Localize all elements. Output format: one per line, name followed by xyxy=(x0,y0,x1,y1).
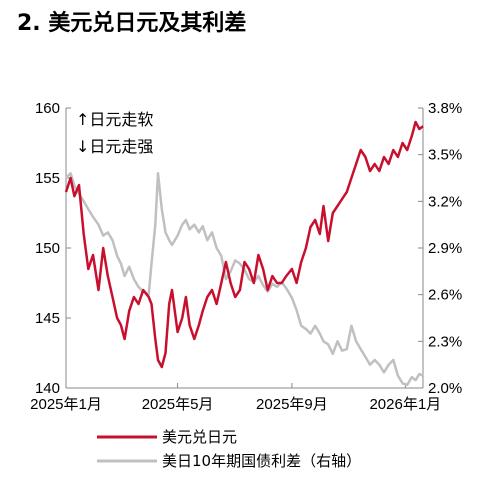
right-axis-ticks: 3.8% 3.5% 3.2% 2.9% 2.6% 2.3% 2.0% xyxy=(418,100,462,397)
right-tick-label: 2.0% xyxy=(428,380,462,397)
usdjpy-series-line xyxy=(64,120,424,369)
left-axis-ticks: 160 155 150 145 140 xyxy=(35,100,71,397)
annotation-yen-stronger: ↓日元走强 xyxy=(76,137,153,156)
left-tick-label: 150 xyxy=(35,240,60,257)
x-tick-label: 2025年9月 xyxy=(256,396,328,413)
annotation-yen-weaker: ↑日元走软 xyxy=(76,110,153,129)
spread-series-line xyxy=(65,172,424,387)
right-tick-label: 3.8% xyxy=(428,100,462,117)
right-tick-label: 3.5% xyxy=(428,147,462,164)
left-tick-label: 160 xyxy=(35,100,60,117)
right-tick-label: 2.9% xyxy=(428,240,462,257)
left-tick-label: 155 xyxy=(35,170,60,187)
left-tick-label: 145 xyxy=(35,310,60,327)
legend: 美元兑日元 美日10年期国债利差（右轴） xyxy=(97,428,361,470)
x-tick-label: 2025年5月 xyxy=(142,396,214,413)
legend-label-usdjpy: 美元兑日元 xyxy=(162,428,237,446)
right-tick-label: 2.3% xyxy=(428,333,462,350)
x-axis-ticks: 2025年1月 2025年5月 2025年9月 2026年1月 xyxy=(30,383,441,413)
plot-area: 160 155 150 145 140 3.8% 3.5% 3.2% 2.9% 2.6% 2.3%… xyxy=(30,100,462,413)
legend-label-spread: 美日10年期国债利差（右轴） xyxy=(162,452,361,470)
chart-title: 2. 美元兑日元及其利差 xyxy=(17,11,247,36)
x-tick-label: 2025年1月 xyxy=(30,396,102,413)
right-tick-label: 3.2% xyxy=(428,193,462,210)
left-tick-label: 140 xyxy=(35,380,60,397)
x-tick-label: 2026年1月 xyxy=(369,396,441,413)
right-tick-label: 2.6% xyxy=(428,287,462,304)
